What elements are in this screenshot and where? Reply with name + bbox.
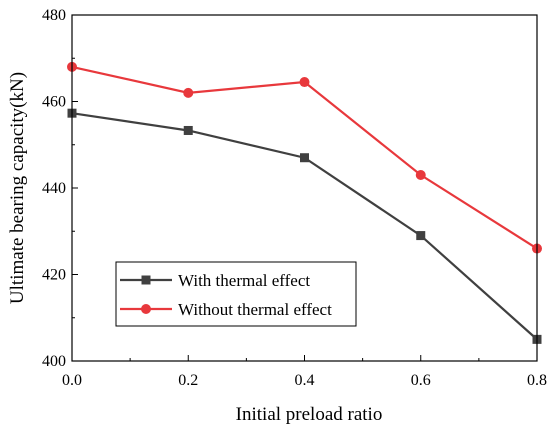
legend-box	[115, 261, 357, 327]
data-point	[183, 87, 194, 98]
y-tick-label: 420	[42, 267, 66, 284]
data-point	[416, 231, 426, 241]
y-axis-ticks: 400 420 440 460 480	[42, 7, 78, 370]
y-tick-label: 480	[42, 7, 66, 24]
x-tick-label: 0.6	[411, 372, 431, 389]
plot-marks	[67, 61, 542, 344]
x-axis-title: Initial preload ratio	[236, 404, 383, 425]
x-tick-label: 0.4	[295, 372, 315, 389]
legend-label: Without thermal effect	[178, 300, 332, 319]
data-point	[299, 77, 310, 88]
legend-label: With thermal effect	[178, 271, 310, 290]
data-point	[183, 125, 193, 135]
y-tick-label: 440	[42, 180, 66, 197]
y-tick-label: 400	[42, 353, 66, 370]
data-point	[415, 170, 426, 181]
legend-marker	[141, 304, 151, 314]
y-tick-label: 460	[42, 94, 66, 111]
series-2	[67, 61, 542, 254]
y-axis-title: Ultimate bearing capacity(kN)	[7, 72, 28, 304]
x-tick-label: 0.0	[62, 372, 82, 389]
x-tick-label: 0.2	[178, 372, 198, 389]
legend: With thermal effect Without thermal effec…	[115, 261, 357, 327]
x-tick-label: 0.8	[527, 372, 547, 389]
legend-marker	[141, 275, 151, 285]
data-point	[300, 153, 309, 163]
x-axis-ticks: 0.0 0.2 0.4 0.6 0.8	[62, 355, 547, 389]
